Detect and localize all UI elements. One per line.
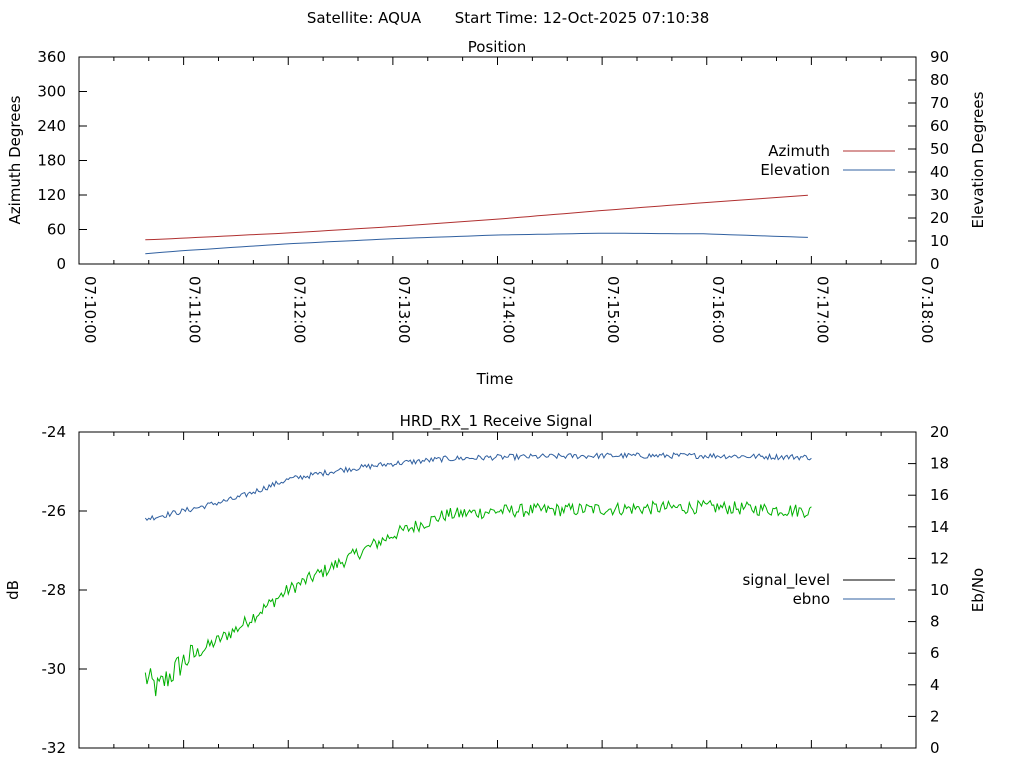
position-y-right-tick-label: 20: [930, 209, 949, 227]
position-y-right-tick-label: 60: [930, 117, 949, 135]
position-x-tick-label: 07:10:00: [81, 276, 99, 343]
signal-y-left-label: dB: [4, 580, 22, 600]
position-x-tick-label: 07:11:00: [186, 276, 204, 343]
position-series-azimuth-line: [145, 194, 808, 241]
position-series-elevation-line: [145, 232, 808, 255]
legend-ebno-label: ebno: [793, 590, 830, 608]
position-y-left-tick-label: 180: [37, 152, 66, 170]
header-satellite: Satellite: AQUA: [307, 9, 422, 27]
receive-signal-chart: HRD_RX_1 Receive Signal dB Eb/No -32 -30 -…: [4, 412, 987, 757]
signal-y-right-tick-label: 4: [930, 676, 940, 694]
legend-signal-level-label: signal_level: [742, 571, 830, 590]
signal-y-right-tick-label: 18: [930, 455, 949, 473]
signal-y-left-tick-label: -30: [42, 660, 67, 678]
position-chart: Position Azimuth Degrees Elevation Degre…: [6, 38, 987, 388]
position-chart-title: Position: [468, 38, 526, 56]
position-x-tick-label: 07:14:00: [500, 276, 518, 343]
position-x-tick-label: 07:12:00: [290, 276, 308, 343]
signal-chart-title: HRD_RX_1 Receive Signal: [400, 412, 593, 431]
position-y-right-tick-label: 80: [930, 71, 949, 89]
signal-y-right-tick-label: 2: [930, 707, 940, 725]
position-y-left-tick-label: 120: [37, 186, 66, 204]
position-y-right-tick-label: 50: [930, 140, 949, 158]
position-y-right-label: Elevation Degrees: [969, 91, 987, 228]
position-y-right-tick-label: 70: [930, 94, 949, 112]
signal-y-left-tick-label: -32: [42, 739, 67, 757]
signal-y-right-tick-label: 0: [930, 739, 940, 757]
position-x-tick-label: 07:18:00: [918, 276, 936, 343]
header-start-time: Start Time: 12-Oct-2025 07:10:38: [455, 9, 710, 27]
signal-y-right-label: Eb/No: [969, 568, 987, 612]
position-x-tick-label: 07:17:00: [813, 276, 831, 343]
position-y-right-tick-label: 90: [930, 48, 949, 66]
position-y-left-tick-label: 360: [37, 48, 66, 66]
position-y-left-tick-label: 240: [37, 117, 66, 135]
signal-plot-frame: [78, 431, 917, 749]
signal-y-right-tick-label: 20: [930, 423, 949, 441]
position-x-tick-label: 07:13:00: [395, 276, 413, 343]
legend-elevation-label: Elevation: [760, 161, 830, 179]
signal-y-right-tick-label: 16: [930, 486, 949, 504]
signal-y-right-tick-label: 6: [930, 644, 940, 662]
position-x-tick-label: 07:16:00: [709, 276, 727, 343]
signal-series-signal-level-line: [144, 499, 812, 697]
position-y-right-tick-label: 30: [930, 186, 949, 204]
position-y-right-tick-label: 10: [930, 232, 949, 250]
position-y-left-tick-label: 0: [56, 255, 66, 273]
position-y-left-tick-label: 300: [37, 83, 66, 101]
position-x-tick-label: 07:15:00: [604, 276, 622, 343]
position-y-right-tick-label: 0: [930, 255, 940, 273]
signal-y-left-tick-label: -26: [42, 502, 67, 520]
position-x-label: Time: [476, 370, 514, 388]
signal-y-right-tick-label: 14: [930, 518, 949, 536]
legend-azimuth-label: Azimuth: [768, 142, 830, 160]
signal-y-left-tick-label: -24: [42, 423, 67, 441]
position-y-left-label: Azimuth Degrees: [6, 95, 24, 224]
signal-y-right-tick-label: 12: [930, 549, 949, 567]
signal-y-right-tick-label: 8: [930, 613, 940, 631]
signal-series-ebno-line: [144, 451, 812, 521]
position-y-right-tick-label: 40: [930, 163, 949, 181]
signal-y-left-tick-label: -28: [42, 581, 67, 599]
signal-y-right-tick-label: 10: [930, 581, 949, 599]
position-y-left-tick-label: 60: [47, 221, 66, 239]
